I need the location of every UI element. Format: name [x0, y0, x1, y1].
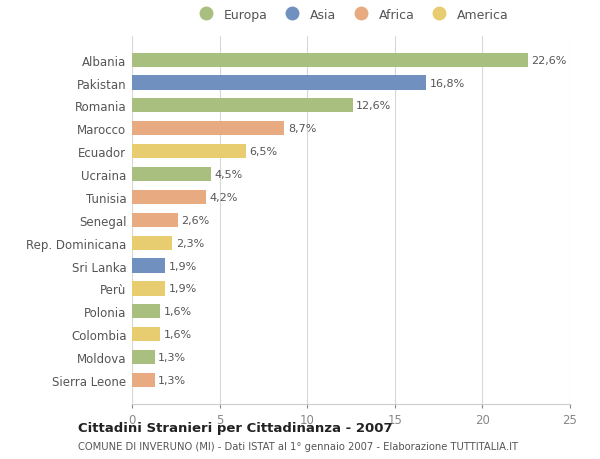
Text: 16,8%: 16,8% — [430, 78, 465, 88]
Text: 2,3%: 2,3% — [176, 238, 204, 248]
Text: 12,6%: 12,6% — [356, 101, 392, 111]
Bar — [132, 350, 155, 364]
Text: 2,6%: 2,6% — [181, 215, 209, 225]
Bar — [132, 373, 155, 387]
Bar — [132, 190, 206, 205]
Text: 1,9%: 1,9% — [169, 261, 197, 271]
Text: 1,6%: 1,6% — [164, 330, 191, 340]
Bar — [132, 236, 172, 250]
Text: 4,5%: 4,5% — [214, 170, 242, 179]
Text: Cittadini Stranieri per Cittadinanza - 2007: Cittadini Stranieri per Cittadinanza - 2… — [78, 421, 392, 434]
Text: 1,6%: 1,6% — [164, 307, 191, 317]
Bar — [132, 99, 353, 113]
Text: 6,5%: 6,5% — [250, 147, 278, 157]
Bar — [132, 282, 165, 296]
Bar — [132, 53, 528, 67]
Bar — [132, 76, 427, 90]
Bar — [132, 213, 178, 227]
Bar — [132, 259, 165, 273]
Bar — [132, 145, 246, 159]
Bar — [132, 305, 160, 319]
Text: 1,3%: 1,3% — [158, 353, 187, 362]
Legend: Europa, Asia, Africa, America: Europa, Asia, Africa, America — [191, 6, 511, 24]
Text: COMUNE DI INVERUNO (MI) - Dati ISTAT al 1° gennaio 2007 - Elaborazione TUTTITALI: COMUNE DI INVERUNO (MI) - Dati ISTAT al … — [78, 441, 518, 451]
Text: 22,6%: 22,6% — [532, 56, 567, 66]
Bar — [132, 168, 211, 182]
Bar — [132, 122, 284, 136]
Bar — [132, 327, 160, 341]
Text: 8,7%: 8,7% — [288, 124, 316, 134]
Text: 4,2%: 4,2% — [209, 192, 238, 202]
Text: 1,3%: 1,3% — [158, 375, 187, 385]
Text: 1,9%: 1,9% — [169, 284, 197, 294]
